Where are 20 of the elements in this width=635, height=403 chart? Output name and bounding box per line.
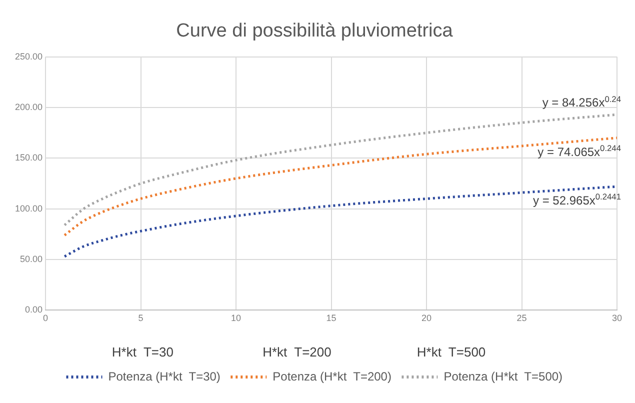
text: H*kt T=200	[262, 344, 332, 360]
legend-label: Potenza (H*kt T=200)	[272, 369, 392, 384]
y-tick-label: 50.00	[20, 254, 43, 264]
chart-title: Curve di possibilità pluviometrica	[176, 20, 454, 42]
x-tick-label: 0	[43, 313, 48, 324]
x-tick-label: 30	[612, 313, 622, 324]
y-tick-label: 250.00	[14, 51, 43, 62]
y-tick-label: 100.00	[14, 203, 43, 214]
y-tick-label: 200.00	[14, 102, 43, 112]
text: H*kt T=500	[416, 344, 486, 360]
x-tick-label: 25	[516, 313, 527, 324]
x-tick-label: 20	[422, 313, 432, 324]
y-tick-label: 150.00	[14, 152, 43, 163]
legend-label: Potenza (H*kt T=500)	[444, 369, 563, 384]
text: H*kt T=30	[112, 344, 174, 360]
x-tick-label: 15	[326, 313, 336, 324]
legend-label: Potenza (H*kt T=30)	[108, 369, 220, 384]
y-tick-label: 0.00	[24, 304, 43, 315]
x-tick-label: 5	[138, 313, 144, 324]
x-tick-label: 10	[231, 313, 242, 324]
